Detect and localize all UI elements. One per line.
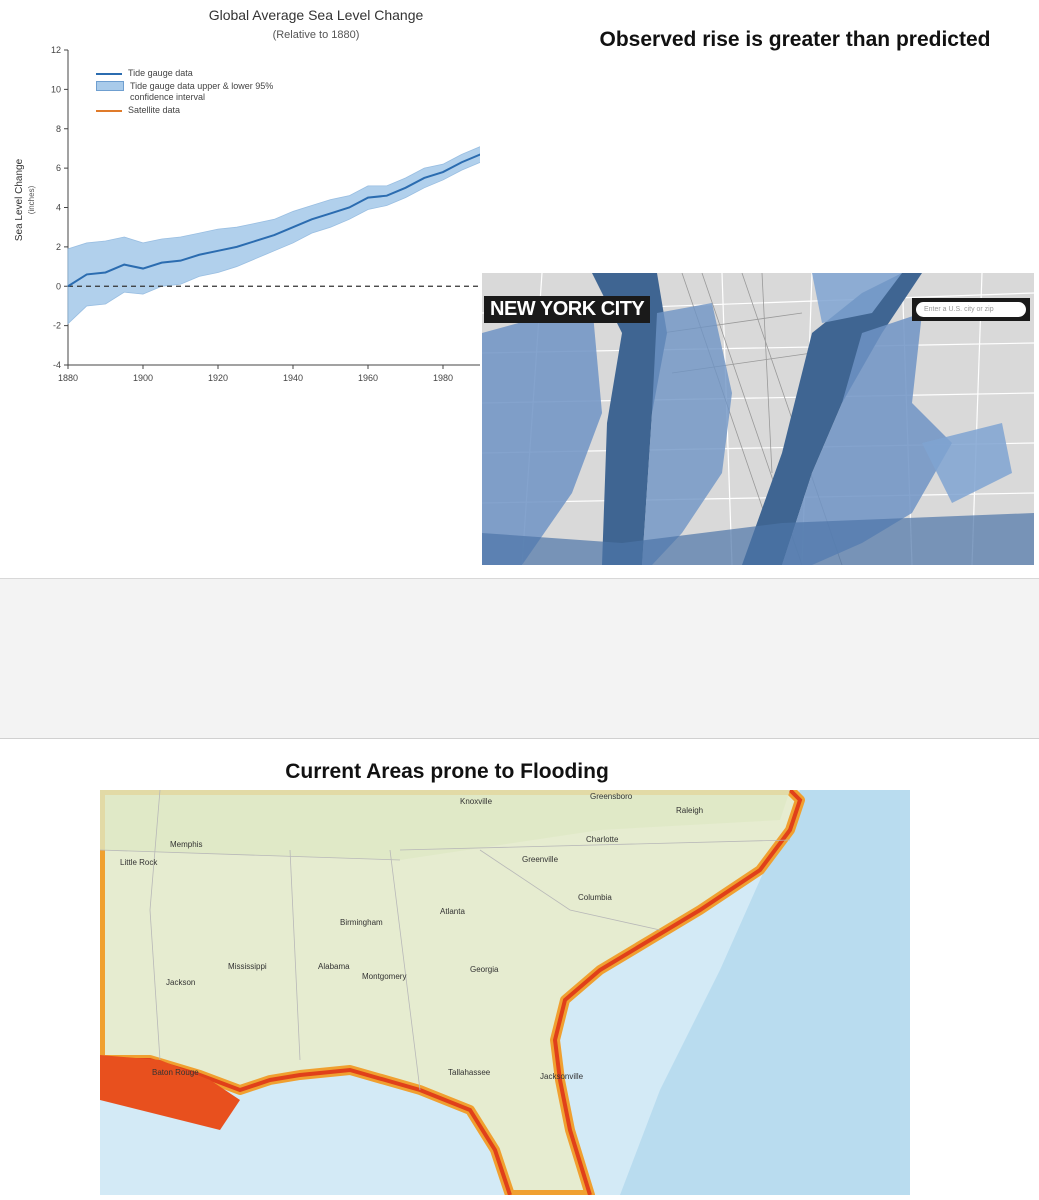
x-tick-label: 1920: [208, 373, 228, 383]
x-tick-label: 1900: [133, 373, 153, 383]
legend-item: Tide gauge data: [96, 68, 280, 79]
legend-item: Tide gauge data upper & lower 95% confid…: [96, 81, 280, 103]
map-label: Raleigh: [676, 806, 704, 815]
x-tick-label: 1880: [58, 373, 78, 383]
legend-label: Tide gauge data upper & lower 95% confid…: [130, 81, 274, 102]
x-tick-label: 1960: [358, 373, 378, 383]
y-tick-label: 0: [56, 281, 61, 291]
legend-label: Satellite data: [128, 105, 181, 115]
x-tick-label: 1940: [283, 373, 303, 383]
map-label: Charlotte: [586, 835, 619, 844]
y-tick-label: -4: [53, 360, 61, 370]
flood-zone: [482, 303, 602, 565]
flood-zone: [642, 303, 732, 565]
y-tick-label: 2: [56, 242, 61, 252]
legend-swatch: [96, 73, 122, 75]
east-river: [742, 273, 922, 565]
deep-ocean: [620, 790, 910, 1195]
search-placeholder[interactable]: Enter a U.S. city or zip: [916, 302, 1026, 317]
map-label: Atlanta: [440, 907, 465, 916]
map-label: Birmingham: [340, 918, 383, 927]
map-label: Little Rock: [120, 858, 158, 867]
legend: Tide gauge data Tide gauge data upper & l…: [96, 68, 280, 118]
map-label: Montgomery: [362, 972, 407, 981]
y-tick-label: 8: [56, 124, 61, 134]
flood-zone: [812, 273, 1012, 503]
chart-title: Global Average Sea Level Change: [209, 7, 424, 23]
y-axis-label: Sea Level Change: [14, 158, 25, 241]
flood-zone: [782, 313, 952, 565]
y-tick-label: 10: [51, 84, 61, 94]
search-box[interactable]: Enter a U.S. city or zip: [912, 298, 1030, 321]
chart-subtitle: (Relative to 1880): [273, 29, 360, 41]
harbor: [482, 513, 1034, 565]
map-label: Jackson: [166, 978, 196, 987]
map-label: Jacksonville: [540, 1072, 584, 1081]
y-tick-label: 4: [56, 203, 61, 213]
map-label: Columbia: [578, 893, 612, 902]
x-tick-label: 1980: [433, 373, 453, 383]
map-label: Knoxville: [460, 797, 493, 806]
map-label: Alabama: [318, 962, 350, 971]
map-label: Greensboro: [590, 792, 633, 801]
flood-map-title: Current Areas prone to Flooding: [285, 760, 609, 783]
map-label: Baton Rouge: [152, 1068, 199, 1077]
hudson-river: [592, 273, 667, 565]
heading: Observed rise is greater than predicted: [599, 28, 991, 51]
y-tick-label: -2: [53, 321, 61, 331]
confidence-band: [67, 146, 480, 325]
map-label: Tallahassee: [448, 1068, 491, 1077]
map-label: Mississippi: [228, 962, 267, 971]
state-borders: [100, 790, 791, 1091]
map-label: Memphis: [170, 840, 203, 849]
legend-swatch: [96, 81, 124, 91]
flood-map: [100, 790, 910, 1195]
flood-delta: [100, 1055, 240, 1130]
legend-item: Satellite data: [96, 105, 280, 116]
map-label: Greenville: [522, 855, 559, 864]
series-line: [67, 153, 480, 288]
highlands: [100, 790, 790, 860]
blank-band: [0, 578, 1039, 660]
legend-label: Tide gauge data: [128, 68, 193, 78]
blank-band: [0, 659, 1039, 739]
y-tick-label: 12: [51, 45, 61, 55]
map-label: Georgia: [470, 965, 499, 974]
nyc-map: [482, 273, 1034, 565]
y-tick-label: 6: [56, 163, 61, 173]
sea-level-chart: Global Average Sea Level Change (Relativ…: [14, 7, 480, 383]
y-axis-unit: (inches): [27, 185, 36, 214]
legend-swatch: [96, 110, 122, 112]
map-title: NEW YORK CITY: [484, 296, 651, 323]
